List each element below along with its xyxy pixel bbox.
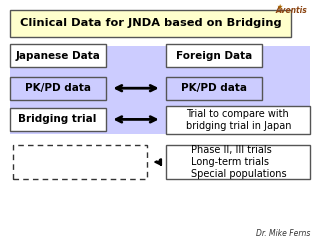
Bar	[10, 46, 310, 134]
Bar	[10, 77, 106, 100]
Bar	[166, 77, 262, 100]
Text: Foreign Data: Foreign Data	[176, 51, 252, 61]
Text: PK/PD data: PK/PD data	[25, 83, 91, 93]
Bar	[166, 44, 262, 67]
Bar	[10, 44, 106, 67]
Text: Japanese Data: Japanese Data	[15, 51, 100, 61]
Text: PK/PD data: PK/PD data	[181, 83, 247, 93]
Bar	[166, 145, 310, 179]
Bar	[10, 10, 291, 37]
Text: Aventis: Aventis	[276, 6, 307, 15]
Bar	[13, 145, 147, 179]
Text: Clinical Data for JNDA based on Bridging: Clinical Data for JNDA based on Bridging	[20, 18, 281, 28]
Text: Phase II, III trials
Long-term trials
Special populations: Phase II, III trials Long-term trials Sp…	[191, 145, 286, 179]
Text: Trial to compare with
bridging trial in Japan: Trial to compare with bridging trial in …	[186, 109, 291, 131]
Text: Dr. Mike Ferns: Dr. Mike Ferns	[256, 228, 310, 238]
Text: Bridging trial: Bridging trial	[19, 114, 97, 124]
Bar	[10, 108, 106, 131]
Bar	[166, 106, 310, 134]
Text: ★: ★	[277, 4, 283, 10]
